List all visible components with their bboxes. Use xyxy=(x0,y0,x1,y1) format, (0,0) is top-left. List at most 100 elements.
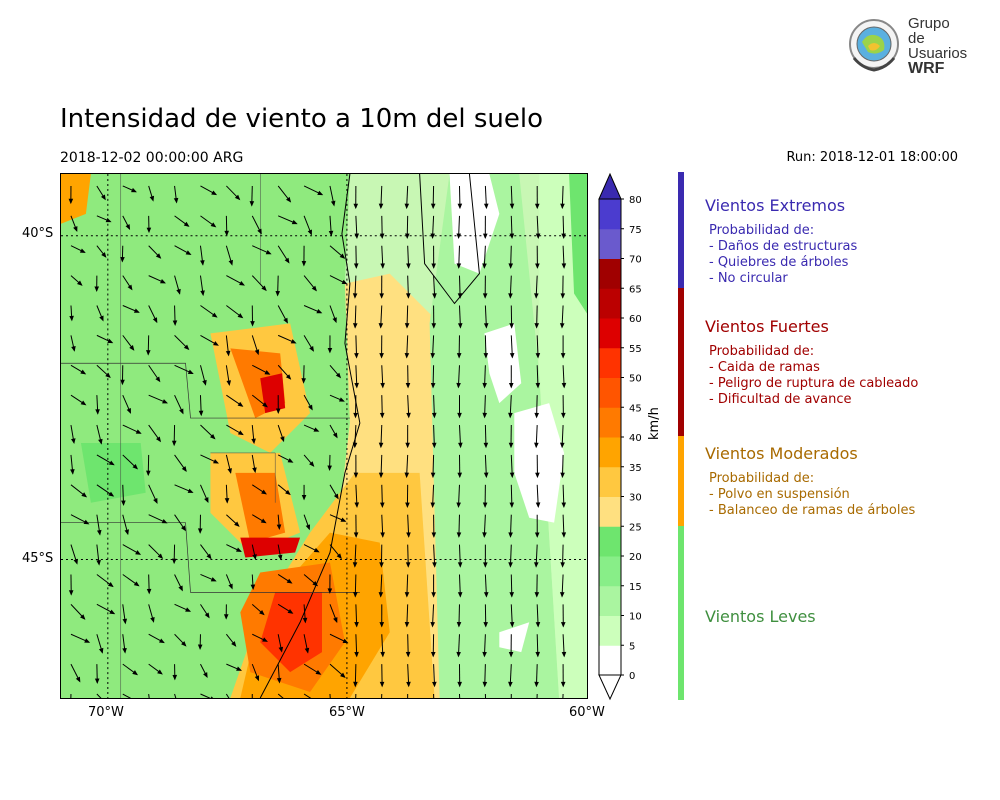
wind-arrow-head xyxy=(68,590,74,596)
wind-arrow-head xyxy=(200,290,205,297)
wind-arrow-head xyxy=(254,675,260,682)
wind-arrow-head xyxy=(250,321,255,327)
wind-arrow-head xyxy=(155,436,162,443)
wind-arrow-head xyxy=(508,442,514,449)
wind-arrow-head xyxy=(509,203,515,210)
wind-arrow-head xyxy=(483,353,489,359)
wind-arrow-head xyxy=(251,438,256,445)
wind-arrow-head xyxy=(157,553,164,559)
wind-arrow-head xyxy=(378,203,384,210)
wind-arrow-head xyxy=(560,353,566,359)
wind-arrow-head xyxy=(430,353,436,359)
wind-arrow-head xyxy=(181,525,186,532)
wind-arrow-head xyxy=(133,581,140,587)
lat-label-45s: 45°S xyxy=(22,551,54,566)
colorbar-swatch xyxy=(599,466,621,497)
wind-arrow-head xyxy=(354,622,359,628)
lon-label-65w: 65°W xyxy=(329,705,365,720)
wind-arrow-head xyxy=(354,353,359,359)
wind-arrow-head xyxy=(456,233,462,240)
wind-arrow-head xyxy=(121,500,126,506)
wind-arrow-head xyxy=(534,532,540,538)
wind-arrow-head xyxy=(352,293,358,299)
category-title-fuertes: Vientos Fuertes xyxy=(705,317,829,336)
wind-arrow-head xyxy=(560,622,566,628)
wind-arrow-head xyxy=(157,669,163,675)
wind-arrow-head xyxy=(534,442,539,449)
wind-arrow-head xyxy=(509,233,515,240)
wind-arrow-head xyxy=(210,222,217,228)
wind-arrow-head xyxy=(252,467,257,474)
wind-arrow-head xyxy=(457,681,462,688)
wind-arrow-head xyxy=(561,412,566,419)
wind-arrow-head xyxy=(339,253,346,259)
wind-arrow-head xyxy=(456,382,461,389)
wind-arrow-head xyxy=(534,592,540,598)
wind-arrow-head xyxy=(108,460,115,466)
colorbar-tick-label: 25 xyxy=(629,522,642,533)
wind-arrow-head xyxy=(287,608,294,614)
wind-arrow xyxy=(174,693,177,698)
wind-arrow-head xyxy=(483,592,489,598)
wind-arrow-head xyxy=(430,472,436,479)
wind-arrow-head xyxy=(561,651,567,658)
colorbar-swatch xyxy=(599,228,621,259)
colorbar-tick-label: 5 xyxy=(629,641,635,652)
wind-arrow-head xyxy=(404,472,410,479)
wind-arrow-head xyxy=(301,494,307,501)
category-bar-extremos xyxy=(678,172,684,288)
wind-arrow-head xyxy=(405,562,411,568)
wind-arrow-head xyxy=(353,592,358,598)
wind-arrow-head xyxy=(135,550,142,555)
colorbar-extend-min xyxy=(598,674,622,701)
wind-arrow-head xyxy=(223,614,229,620)
wind-arrow-head xyxy=(305,524,311,531)
wind-arrow xyxy=(562,693,564,698)
wind-arrow-head xyxy=(155,253,162,259)
wind-arrow-head xyxy=(84,638,91,643)
wind-arrow-head xyxy=(456,263,462,269)
wind-arrow xyxy=(458,693,461,698)
wind-arrow-head xyxy=(378,442,384,449)
wind-arrow-head xyxy=(508,532,513,538)
category-line: - Caida de ramas xyxy=(709,360,820,375)
wind-arrow-head xyxy=(456,353,462,359)
wind-arrow-head xyxy=(380,532,385,538)
wind-arrow-head xyxy=(560,472,565,479)
wind-arrow-head xyxy=(482,293,488,299)
wind-arrow-head xyxy=(312,581,319,587)
category-title-extremos: Vientos Extremos xyxy=(705,196,846,215)
wind-arrow-head xyxy=(354,382,359,389)
wind-arrow-head xyxy=(431,442,437,449)
valid-time: 2018-12-02 00:00:00 ARG xyxy=(60,150,244,166)
wind-arrow-head xyxy=(277,554,283,561)
wind-arrow-head xyxy=(332,432,338,439)
colorbar-tick-label: 65 xyxy=(629,284,642,295)
wind-arrow-head xyxy=(185,607,192,612)
category-line: Probabilidad de: xyxy=(709,223,815,238)
wind-arrow-head xyxy=(559,592,565,598)
wind-arrow-head xyxy=(404,353,410,359)
wind-arrow-head xyxy=(430,502,436,508)
wind-arrow-head xyxy=(278,646,284,653)
wind-arrow xyxy=(381,693,383,698)
wind-arrow-head xyxy=(235,547,242,552)
wind-arrow-head xyxy=(560,562,565,568)
wind-arrow-head xyxy=(379,233,385,240)
wind-arrow-head xyxy=(302,617,308,624)
wind-arrow-head xyxy=(354,651,359,658)
colorbar-swatch xyxy=(599,199,621,230)
wind-arrow-head xyxy=(301,378,307,384)
wind-arrow-head xyxy=(285,489,291,496)
wind-arrow-head xyxy=(508,562,513,568)
wind-arrow-head xyxy=(432,562,437,568)
colorbar-tick-label: 60 xyxy=(629,314,642,325)
wind-arrow-head xyxy=(509,592,515,598)
category-line: - Peligro de ruptura de cableado xyxy=(709,376,919,391)
wind-arrow-head xyxy=(127,284,133,291)
wind-arrow-head xyxy=(561,532,567,538)
wind-arrow-head xyxy=(131,187,137,193)
wind-arrow xyxy=(225,693,230,698)
wind-arrow-head xyxy=(313,427,320,432)
wind-arrow-head xyxy=(105,217,112,223)
